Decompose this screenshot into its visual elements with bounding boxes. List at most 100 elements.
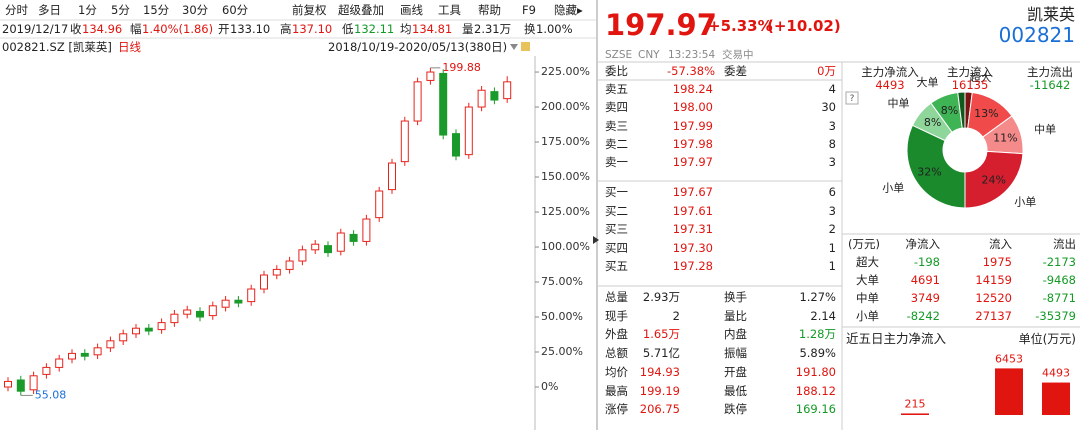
candle-body	[503, 81, 512, 100]
toolbar-button[interactable]: 分时	[5, 3, 28, 17]
candle-body	[68, 352, 76, 360]
flow-cell: 27137	[975, 309, 1012, 323]
candle-body	[285, 260, 294, 270]
stat-label: 内盘	[724, 327, 747, 342]
candle-body	[413, 81, 422, 122]
max-label: 199.88	[442, 61, 481, 74]
flow-cell: -8771	[1042, 291, 1076, 305]
book-level: 买三	[605, 222, 628, 236]
candle-body	[336, 232, 345, 252]
candle-body	[388, 162, 396, 191]
toolbar-button[interactable]: 15分	[143, 3, 170, 17]
y-tick-label: 200.00%	[541, 100, 590, 113]
pie-value-label: 32%	[917, 166, 941, 179]
info-value: 2.31万	[474, 22, 512, 36]
book-volume: 3	[828, 155, 836, 170]
toolbar-button[interactable]: 画线	[400, 3, 423, 17]
book-price: 197.31	[672, 222, 713, 236]
candle-body	[93, 347, 102, 356]
bar-value-label: 6453	[995, 352, 1023, 365]
toolbar-button[interactable]: 超级叠加	[338, 3, 384, 17]
stat-value: 191.80	[795, 364, 836, 379]
help-button[interactable]	[845, 91, 859, 105]
toolbar-button[interactable]: 工具	[438, 3, 461, 17]
candle-body	[490, 91, 499, 101]
candle-body	[29, 375, 38, 391]
book-volume: 8	[828, 136, 836, 151]
candle-body	[16, 379, 25, 392]
stat-label: 现手	[605, 308, 628, 323]
pie-value-label: 8%	[941, 104, 958, 117]
book-level: 卖五	[605, 82, 628, 96]
candle-body	[157, 322, 166, 331]
stat-value: 2	[672, 308, 680, 323]
flow-column: 净流入	[905, 237, 941, 251]
candle-body	[324, 245, 332, 254]
flow-header: 主力流出	[1027, 65, 1073, 79]
quote-currency: CNY	[638, 49, 660, 61]
candle-body	[247, 288, 256, 303]
range-dropdown[interactable]	[510, 44, 518, 50]
flow-row-label: 大单	[856, 273, 879, 287]
help-icon[interactable]: ?	[850, 94, 855, 104]
flow-cell: -9468	[1042, 273, 1076, 287]
stat-label: 振幅	[724, 346, 747, 361]
book-volume: 1	[828, 259, 836, 273]
pie-category-label: 小单	[882, 182, 904, 195]
candle-body	[260, 274, 268, 290]
ratio-label: 委比	[605, 64, 628, 78]
toolbar-button[interactable]: 前复权	[292, 3, 327, 17]
stat-label: 最低	[724, 383, 747, 398]
bar-title: 近五日主力净流入	[846, 331, 947, 346]
candle-body	[439, 72, 448, 136]
toolbar-button[interactable]: 多日	[38, 3, 61, 17]
toolbar-button[interactable]: 帮助	[478, 3, 501, 17]
bar-unit: 单位(万元)	[1018, 332, 1076, 346]
flow-row-label: 小单	[856, 309, 879, 323]
candle-body	[464, 106, 473, 156]
candle-body	[362, 218, 371, 242]
book-price: 197.30	[672, 240, 713, 255]
y-tick-label: 150.00%	[541, 170, 590, 183]
y-tick-label: 125.00%	[541, 205, 590, 218]
change-pct: +5.33%	[708, 17, 773, 35]
stat-label: 外盘	[605, 327, 628, 342]
range-icon[interactable]	[521, 42, 530, 51]
info-value: 137.10	[292, 22, 333, 36]
candle-body	[349, 233, 358, 242]
candle-body	[452, 133, 460, 157]
stat-label: 换手	[724, 290, 747, 304]
candle-body	[400, 120, 409, 163]
toolbar-button[interactable]: 30分	[182, 3, 209, 17]
stat-value: 5.89%	[799, 346, 836, 361]
flow-cell: 12520	[975, 291, 1012, 305]
toolbar-button[interactable]: 隐藏▸	[554, 3, 583, 17]
toolbar-button[interactable]: 60分	[222, 3, 249, 17]
flow-value: 16135	[951, 78, 989, 92]
chart-title: 002821.SZ [凯莱英]	[2, 40, 112, 54]
info-label: 换	[524, 22, 536, 36]
chart-period: 日线	[118, 40, 141, 54]
info-value: 133.10	[230, 22, 271, 36]
flow-cell: -198	[913, 255, 940, 269]
bar	[901, 413, 929, 415]
flow-row-label: 超大	[856, 255, 879, 269]
collapse-arrow[interactable]	[593, 236, 599, 244]
book-level: 买五	[605, 259, 628, 273]
stat-value: 1.27%	[799, 290, 836, 304]
book-volume: 30	[821, 100, 836, 115]
stock-name: 凯莱英	[1026, 5, 1075, 24]
bar	[995, 368, 1023, 415]
toolbar-button[interactable]: 1分	[78, 3, 97, 17]
pie-slice	[957, 91, 966, 129]
book-price: 197.99	[672, 118, 713, 133]
stat-value: 206.75	[639, 402, 680, 417]
book-level: 卖四	[605, 100, 628, 115]
book-level: 买四	[605, 240, 628, 255]
toolbar-button[interactable]: F9	[522, 3, 536, 17]
bar-value-label: 215	[905, 397, 926, 410]
toolbar-button[interactable]: 5分	[111, 3, 130, 17]
quote-time: 13:23:54	[668, 49, 716, 61]
candle-body	[80, 352, 89, 357]
